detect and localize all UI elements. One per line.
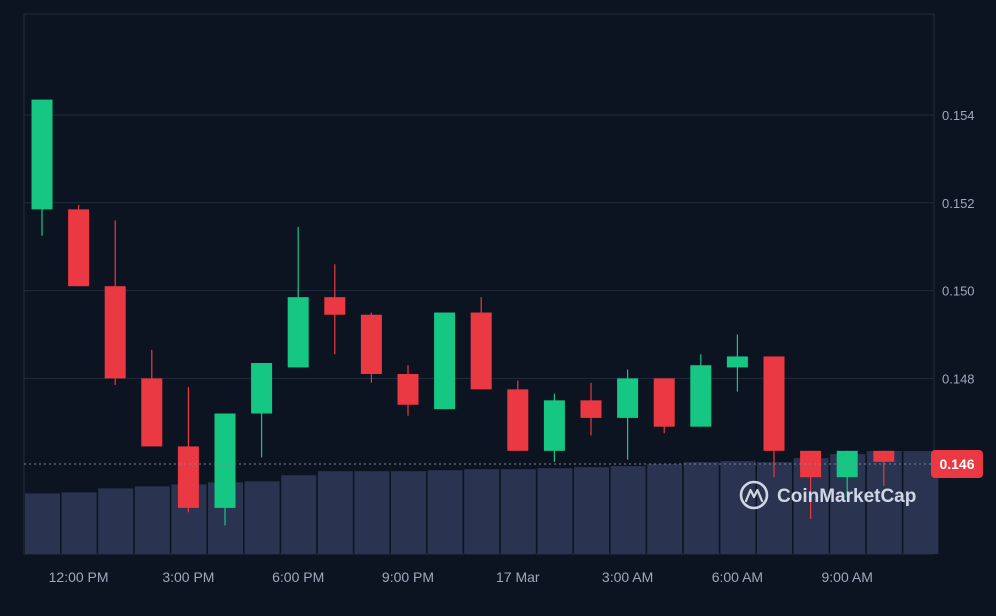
candle-body [397, 374, 419, 405]
candle-body [177, 446, 199, 508]
volume-bar [427, 470, 463, 554]
candle [507, 380, 529, 451]
current-price-tag: 0.146 [24, 450, 983, 478]
y-tick-label: 0.154 [942, 108, 975, 123]
y-tick-label: 0.152 [942, 196, 975, 211]
candle-body [580, 400, 602, 418]
candle [141, 349, 163, 447]
candle-body [104, 286, 126, 379]
candle [470, 297, 492, 390]
candle-body [470, 312, 492, 390]
coinmarketcap-logo-icon [739, 480, 769, 510]
candle [31, 99, 53, 236]
volume-layer [25, 451, 939, 554]
x-tick-label: 3:00 PM [162, 569, 214, 585]
candle [68, 204, 90, 287]
candle-body [653, 378, 675, 427]
candle-body [31, 99, 53, 210]
candle [287, 226, 309, 368]
volume-bar [610, 466, 646, 554]
candle-body [141, 378, 163, 447]
candle [104, 220, 126, 385]
candle [653, 378, 675, 434]
volume-bar [537, 468, 573, 554]
candle [214, 413, 236, 526]
candle [763, 356, 785, 478]
candle [324, 264, 346, 355]
volume-bar [25, 493, 60, 554]
current-price-badge [931, 450, 983, 478]
volume-bar [281, 475, 317, 554]
volume-bar [134, 486, 170, 554]
candle-body [726, 356, 748, 368]
candle-body [434, 312, 456, 410]
candle [836, 450, 858, 497]
volume-bar [647, 464, 683, 554]
candle [580, 382, 602, 436]
candle [434, 312, 456, 410]
candle-body [287, 297, 309, 368]
candle-body [214, 413, 236, 508]
watermark: CoinMarketCap [739, 480, 916, 510]
volume-bar [317, 471, 353, 554]
x-tick-label: 17 Mar [496, 569, 540, 585]
x-tick-label: 9:00 PM [382, 569, 434, 585]
candle-body [68, 209, 90, 287]
volume-bar [61, 492, 97, 554]
axis-layer: 0.154 0.152 0.150 0.148 12:00 PM 3:00 PM 6:00 … [49, 108, 975, 585]
candle-body [763, 356, 785, 451]
candle [617, 369, 639, 460]
x-tick-label: 3:00 AM [602, 569, 653, 585]
candle-layer [31, 99, 895, 526]
candle [726, 334, 748, 392]
volume-bar [244, 481, 280, 554]
volume-bar [757, 462, 792, 554]
volume-bar [354, 471, 390, 554]
volume-bar [683, 462, 719, 554]
current-price-label: 0.146 [939, 456, 974, 472]
x-tick-label: 6:00 PM [272, 569, 324, 585]
candle-body [873, 450, 895, 462]
y-tick-label: 0.148 [942, 371, 975, 386]
volume-bar [574, 467, 609, 554]
volume-bar [464, 469, 500, 554]
candle [690, 354, 712, 427]
watermark-text: CoinMarketCap [777, 486, 916, 507]
volume-bar [391, 471, 426, 554]
candle [543, 393, 565, 462]
candle-body [836, 450, 858, 478]
candle [360, 312, 382, 383]
y-tick-label: 0.150 [942, 284, 975, 299]
candle-body [251, 363, 273, 414]
candle-body [543, 400, 565, 451]
candle [177, 387, 199, 513]
candle [397, 365, 419, 416]
candle-body [324, 297, 346, 315]
volume-bar [500, 469, 536, 554]
candle-body [507, 389, 529, 451]
candle-body [690, 365, 712, 427]
candle [251, 363, 273, 458]
x-tick-label: 12:00 PM [49, 569, 109, 585]
candle-body [360, 314, 382, 374]
candle-body [617, 378, 639, 418]
candle [873, 450, 895, 486]
x-tick-label: 6:00 AM [712, 569, 763, 585]
volume-bar [98, 488, 134, 554]
x-tick-label: 9:00 AM [822, 569, 873, 585]
